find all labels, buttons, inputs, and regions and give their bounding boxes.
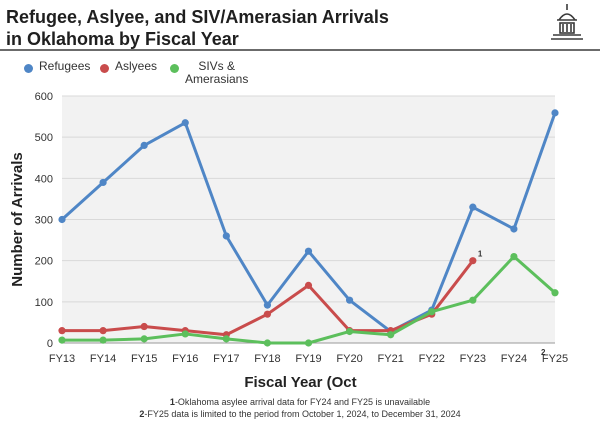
- legend-marker-aslyees: [100, 64, 109, 73]
- data-point-sivs: [140, 335, 148, 343]
- data-point-refugees: [345, 296, 354, 304]
- legend-marker-refugees: [24, 64, 33, 73]
- data-point-refugees: [58, 215, 66, 224]
- footnote-2-text: -FY25 data is limited to the period from…: [144, 409, 461, 419]
- annotations: 12: [478, 250, 546, 357]
- data-point-sivs: [304, 339, 313, 347]
- footnote-2-marker: 2: [139, 409, 145, 419]
- line-chart: 0 100 200 300 400 500 600 FY13 FY14 FY15 FY16 FY17…: [9, 91, 568, 391]
- x-tick-label: FY20: [336, 353, 362, 365]
- data-point-sivs: [510, 252, 518, 261]
- data-point-sivs: [428, 308, 436, 316]
- x-tick-label: FY17: [213, 353, 239, 365]
- data-point-refugees: [140, 141, 148, 149]
- x-tick-label: FY25: [542, 353, 568, 365]
- chart-title: Refugee, Aslyee, and SIV/Amerasian Arriv…: [6, 6, 389, 50]
- data-point-aslyees: [99, 327, 107, 335]
- legend-marker-sivs: [170, 64, 179, 73]
- x-tick-label: FY13: [49, 353, 75, 365]
- capitol-dome-icon: [551, 4, 583, 40]
- legend-item-aslyees: Aslyees: [100, 60, 157, 73]
- data-point-refugees: [551, 109, 559, 117]
- y-tick-label: 300: [35, 215, 53, 227]
- header-divider: [0, 49, 600, 51]
- legend-label-refugees: Refugees: [39, 59, 91, 73]
- footnote-1-marker: 1: [169, 397, 175, 407]
- x-tick-label: FY18: [254, 353, 280, 365]
- footnote-marker-annotation: 1: [478, 250, 483, 259]
- data-point-aslyees: [140, 322, 148, 331]
- data-point-refugees: [304, 247, 313, 255]
- x-tick-label: FY22: [419, 353, 445, 365]
- data-point-aslyees: [469, 257, 477, 265]
- y-tick-label: 500: [35, 132, 53, 144]
- legend-label-aslyees: Aslyees: [115, 59, 158, 73]
- data-point-sivs: [551, 289, 559, 297]
- data-point-refugees: [510, 225, 518, 233]
- x-axis-ticks: FY13 FY14 FY15 FY16 FY17 FY18 FY19 FY20 FY21 FY22…: [49, 353, 568, 365]
- footnotes: 1-Oklahoma asylee arrival data for FY24 …: [0, 396, 600, 420]
- y-tick-label: 100: [35, 297, 53, 309]
- data-point-refugees: [99, 178, 107, 187]
- footnote-1: 1-Oklahoma asylee arrival data for FY24 …: [0, 396, 600, 408]
- x-axis-title: Fiscal Year (Oct: [244, 374, 356, 391]
- data-point-aslyees: [304, 281, 313, 289]
- x-tick-label: FY14: [90, 353, 116, 365]
- footnote-1-text: -Oklahoma asylee arrival data for FY24 a…: [174, 397, 431, 407]
- data-point-sivs: [387, 331, 395, 339]
- x-tick-label: FY23: [460, 353, 486, 365]
- legend-item-sivs: SIVs & Amerasians: [170, 60, 248, 86]
- data-point-aslyees: [58, 327, 66, 335]
- data-point-refugees: [222, 232, 230, 240]
- data-point-refugees: [181, 119, 189, 127]
- data-point-refugees: [263, 301, 272, 309]
- x-tick-label: FY21: [378, 353, 404, 365]
- legend-label-sivs: SIVs & Amerasians: [185, 59, 249, 86]
- y-tick-label: 200: [35, 256, 53, 268]
- footnote-marker-annotation: 2: [541, 348, 546, 357]
- x-tick-label: FY16: [172, 353, 198, 365]
- x-tick-label: FY15: [131, 353, 157, 365]
- data-point-aslyees: [263, 310, 272, 318]
- data-point-sivs: [222, 335, 230, 343]
- x-tick-label: FY24: [501, 353, 527, 365]
- series-lines: [58, 109, 559, 347]
- data-point-sivs: [99, 336, 107, 344]
- data-point-sivs: [58, 336, 66, 344]
- chart-title-line2: in Oklahoma by Fiscal Year: [6, 29, 239, 49]
- chart-title-line1: Refugee, Aslyee, and SIV/Amerasian Arriv…: [6, 7, 389, 27]
- y-tick-label: 400: [35, 173, 53, 185]
- y-tick-label: 0: [47, 338, 53, 350]
- footnote-2: 2-FY25 data is limited to the period fro…: [0, 408, 600, 420]
- y-axis-ticks: 0 100 200 300 400 500 600: [35, 91, 53, 350]
- x-tick-label: FY19: [295, 353, 321, 365]
- y-tick-label: 600: [35, 91, 53, 103]
- data-point-sivs: [469, 296, 477, 304]
- legend-item-refugees: Refugees: [24, 60, 90, 73]
- y-axis-title: Number of Arrivals: [9, 152, 26, 286]
- data-point-sivs: [345, 327, 354, 336]
- data-point-refugees: [469, 203, 477, 211]
- data-point-sivs: [263, 339, 272, 347]
- data-point-sivs: [181, 330, 189, 338]
